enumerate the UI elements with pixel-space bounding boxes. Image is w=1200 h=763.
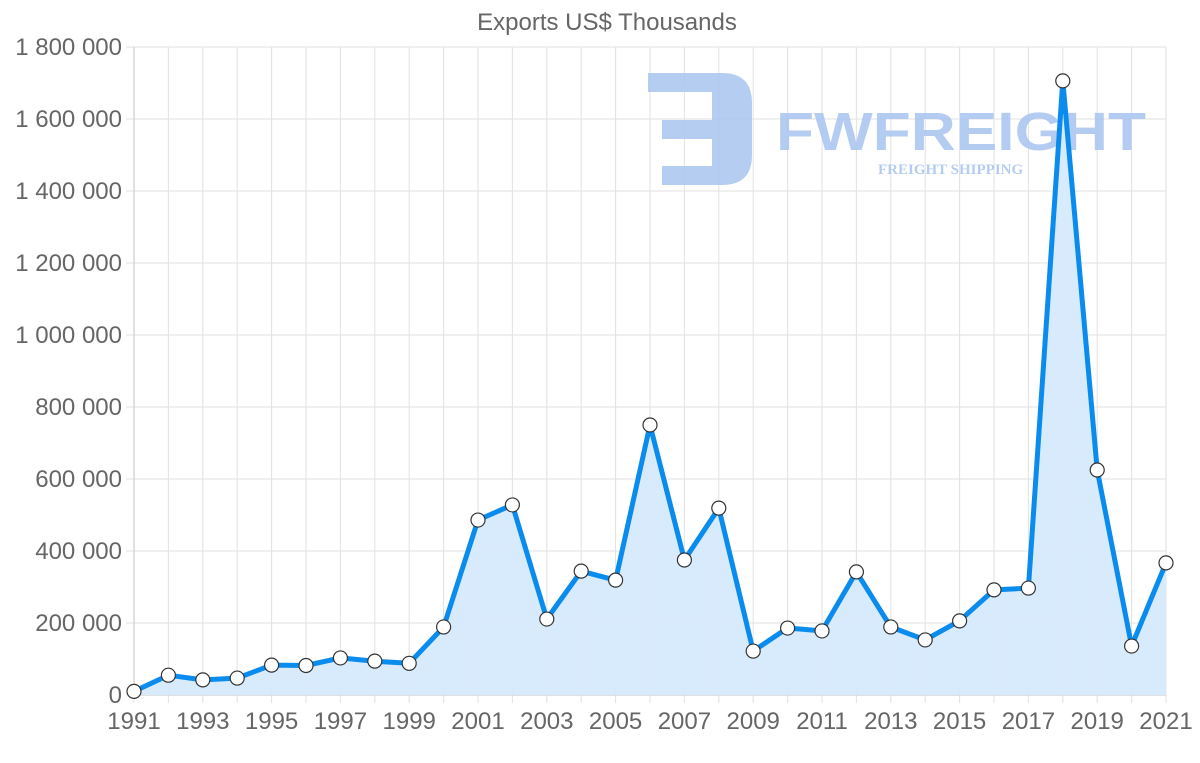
data-point-2006[interactable] (642, 417, 658, 433)
data-point-1992[interactable] (160, 667, 176, 683)
logo-mark-icon (648, 73, 752, 185)
data-point-2001[interactable] (470, 512, 486, 528)
x-axis-ticks: 1991 1993 1995 1997 1999 2001 2003 2005 2007 2009… (107, 708, 1192, 735)
y-tick-label: 0 (109, 682, 122, 709)
x-tick-label: 2007 (658, 708, 711, 735)
data-point-1995[interactable] (264, 657, 280, 673)
data-point-2014[interactable] (917, 632, 933, 648)
y-tick-label: 800 000 (35, 394, 122, 421)
data-point-2010[interactable] (779, 620, 796, 636)
y-tick-label: 1 800 000 (15, 34, 122, 61)
x-tick-label: 2009 (727, 708, 780, 735)
chart-title: Exports US$ Thousands (477, 9, 737, 36)
x-tick-label: 2015 (933, 708, 986, 735)
y-tick-label: 200 000 (35, 610, 122, 637)
x-tick-label: 1997 (314, 708, 367, 735)
area-fill (134, 80, 1166, 696)
data-point-2021[interactable] (1158, 555, 1174, 571)
data-point-1993[interactable] (195, 672, 211, 688)
data-point-1994[interactable] (229, 670, 245, 686)
data-point-1997[interactable] (332, 650, 348, 666)
data-point-2004[interactable] (573, 563, 589, 579)
data-point-1996[interactable] (298, 657, 314, 674)
data-point-2019[interactable] (1089, 462, 1105, 478)
y-tick-label: 1 400 000 (15, 178, 122, 205)
watermark-brand: FWFREIGHT (776, 102, 1146, 162)
data-point-2016[interactable] (986, 582, 1002, 598)
y-tick-label: 1 200 000 (15, 250, 122, 277)
x-tick-label: 2021 (1139, 708, 1192, 735)
data-point-2012[interactable] (848, 564, 865, 580)
data-point-2011[interactable] (814, 623, 830, 639)
y-tick-label: 600 000 (35, 466, 122, 493)
data-point-2009[interactable] (745, 643, 761, 659)
data-point-2007[interactable] (676, 552, 693, 568)
data-point-2003[interactable] (539, 611, 555, 627)
y-tick-label: 1 600 000 (15, 106, 122, 133)
data-point-2005[interactable] (607, 572, 624, 588)
x-tick-label: 2011 (796, 708, 848, 735)
data-point-2000[interactable] (436, 619, 452, 635)
x-tick-label: 1993 (176, 708, 229, 735)
data-point-2015[interactable] (951, 613, 968, 629)
data-point-1991[interactable] (126, 683, 142, 700)
x-tick-label: 1991 (107, 708, 160, 735)
data-point-2017[interactable] (1020, 580, 1037, 596)
x-tick-label: 2017 (1002, 708, 1055, 735)
watermark-logo: FWFREIGHT FREIGHT SHIPPING (648, 73, 1146, 185)
data-point-1999[interactable] (401, 655, 417, 671)
data-point-2018[interactable] (1055, 73, 1071, 89)
data-point-1998[interactable] (367, 653, 383, 669)
data-points (126, 73, 1174, 700)
x-tick-label: 1999 (383, 708, 436, 735)
y-tick-label: 400 000 (35, 538, 122, 565)
x-tick-label: 2005 (589, 708, 642, 735)
x-tick-label: 2001 (451, 708, 504, 735)
data-point-2013[interactable] (883, 619, 899, 635)
y-axis-ticks: 0 200 000 400 000 600 000 800 000 1 000 000 1 … (15, 34, 122, 709)
watermark-tagline: FREIGHT SHIPPING (878, 162, 1023, 178)
data-point-2008[interactable] (711, 500, 727, 516)
x-tick-label: 2019 (1071, 708, 1124, 735)
x-tick-label: 1995 (245, 708, 298, 735)
y-tick-label: 1 000 000 (15, 322, 122, 349)
x-tick-label: 2013 (864, 708, 917, 735)
data-point-2002[interactable] (504, 497, 521, 513)
data-point-2020[interactable] (1123, 638, 1140, 654)
x-tick-label: 2003 (520, 708, 573, 735)
